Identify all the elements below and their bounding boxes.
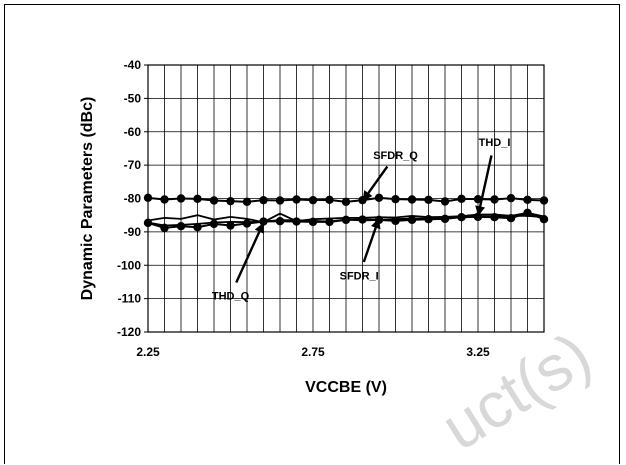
callout-arrow-line-thd-q <box>235 223 264 284</box>
y-tick-label: -80 <box>124 192 142 206</box>
data-point-sfdr-q <box>424 195 433 205</box>
x-tick-label: 2.75 <box>301 345 325 359</box>
data-point-sfdr-q <box>242 197 252 207</box>
y-tick-label: -120 <box>117 325 141 339</box>
watermark: uct(s) <box>429 318 603 464</box>
y-tick-label: -40 <box>124 58 142 72</box>
callout-arrowhead-thd-q <box>254 222 264 234</box>
callout-arrowhead-sfdr-i <box>370 218 381 230</box>
data-point-sfdr-q <box>341 197 351 207</box>
data-point-sfdr-q <box>325 195 334 205</box>
callout-label-thd-i: THD_I <box>479 137 511 149</box>
data-point-sfdr-q <box>490 195 499 204</box>
y-tick-label: -90 <box>124 225 142 239</box>
x-tick-label: 2.25 <box>136 345 160 359</box>
data-point-thd-q <box>275 216 285 226</box>
callout-label-sfdr-q: SFDR_Q <box>373 150 418 162</box>
figure-frame <box>4 4 620 464</box>
data-point-sfdr-q <box>275 196 285 205</box>
data-point-thd-q <box>193 223 202 232</box>
x-axis-title: VCCBE (V) <box>305 379 387 396</box>
callout-label-thd-q: THD_Q <box>212 290 250 302</box>
callout-arrowhead-thd-i <box>475 205 486 217</box>
y-tick-label: -60 <box>124 125 142 139</box>
data-point-sfdr-q <box>259 195 268 205</box>
axis-ticks: -40 -50 -60 -70 -80 -90 -100 -110 -120 2.25 2.75 3.… <box>117 58 490 359</box>
data-point-sfdr-q <box>407 195 417 204</box>
data-point-sfdr-q <box>457 194 466 204</box>
callout-label-sfdr-i: SFDR_I <box>340 270 379 282</box>
data-point-thd-q <box>226 221 235 230</box>
y-tick-label: -110 <box>118 292 142 306</box>
data-point-sfdr-q <box>440 197 450 206</box>
data-point-sfdr-q <box>539 196 549 205</box>
callout-arrow-line-thd-i <box>477 155 493 215</box>
data-point-sfdr-q <box>160 195 169 204</box>
data-point-sfdr-q <box>523 195 532 205</box>
x-tick-label: 3.25 <box>466 345 490 359</box>
annotations: SFDR_Q THD_I THD_Q SFDR_I <box>212 137 511 303</box>
data-point-thd-q <box>209 219 219 229</box>
data-point-sfdr-q <box>209 196 219 205</box>
data-point-sfdr-q <box>143 193 153 203</box>
data-point-sfdr-q <box>506 193 516 203</box>
y-tick-label: -70 <box>124 158 142 172</box>
data-point-thd-q <box>242 219 252 228</box>
y-tick-label: -50 <box>124 91 142 105</box>
y-tick-label: -100 <box>117 258 141 272</box>
callout-arrowhead-sfdr-q <box>362 190 373 202</box>
data-point-sfdr-q <box>193 194 202 204</box>
data-point-sfdr-q <box>226 196 235 206</box>
series <box>143 193 549 233</box>
data-point-sfdr-q <box>391 194 400 204</box>
data-point-sfdr-q <box>176 194 186 203</box>
data-point-sfdr-q <box>292 195 301 204</box>
data-point-sfdr-q <box>374 193 384 203</box>
data-point-sfdr-q <box>308 195 318 205</box>
data-point-thd-q <box>176 222 186 231</box>
y-axis-title: Dynamic Parameters (dBc) <box>79 97 96 301</box>
